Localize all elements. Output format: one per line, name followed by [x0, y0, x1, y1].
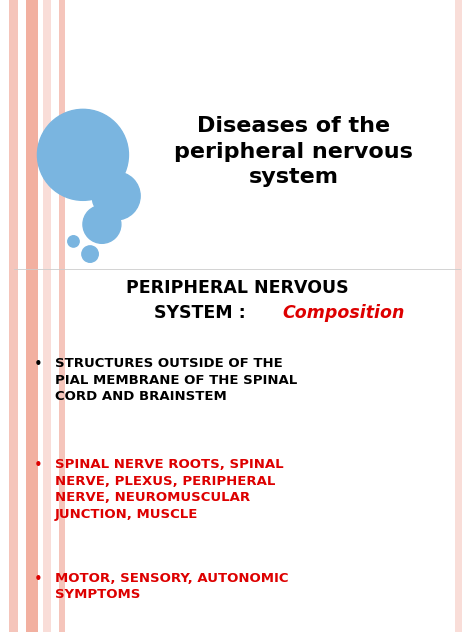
Text: •: • — [34, 572, 42, 587]
Bar — [43, 0, 51, 632]
Text: SPINAL NERVE ROOTS, SPINAL
NERVE, PLEXUS, PERIPHERAL
NERVE, NEUROMUSCULAR
JUNCTI: SPINAL NERVE ROOTS, SPINAL NERVE, PLEXUS… — [55, 458, 283, 521]
Text: PERIPHERAL NERVOUS: PERIPHERAL NERVOUS — [126, 279, 348, 296]
Bar — [26, 0, 38, 632]
Bar — [9, 0, 18, 632]
Text: •: • — [34, 458, 42, 473]
Ellipse shape — [92, 172, 140, 220]
Text: STRUCTURES OUTSIDE OF THE
PIAL MEMBRANE OF THE SPINAL
CORD AND BRAINSTEM: STRUCTURES OUTSIDE OF THE PIAL MEMBRANE … — [55, 357, 297, 403]
Bar — [59, 0, 65, 632]
Text: MOTOR, SENSORY, AUTONOMIC
SYMPTOMS: MOTOR, SENSORY, AUTONOMIC SYMPTOMS — [55, 572, 288, 602]
Bar — [455, 0, 462, 632]
Text: Diseases of the
peripheral nervous
system: Diseases of the peripheral nervous syste… — [174, 116, 413, 187]
Ellipse shape — [83, 205, 121, 243]
Text: SYSTEM :: SYSTEM : — [154, 304, 252, 322]
Ellipse shape — [68, 236, 79, 247]
Text: Composition: Composition — [282, 304, 404, 322]
Ellipse shape — [82, 246, 98, 262]
Ellipse shape — [37, 109, 128, 200]
Text: •: • — [34, 357, 42, 372]
